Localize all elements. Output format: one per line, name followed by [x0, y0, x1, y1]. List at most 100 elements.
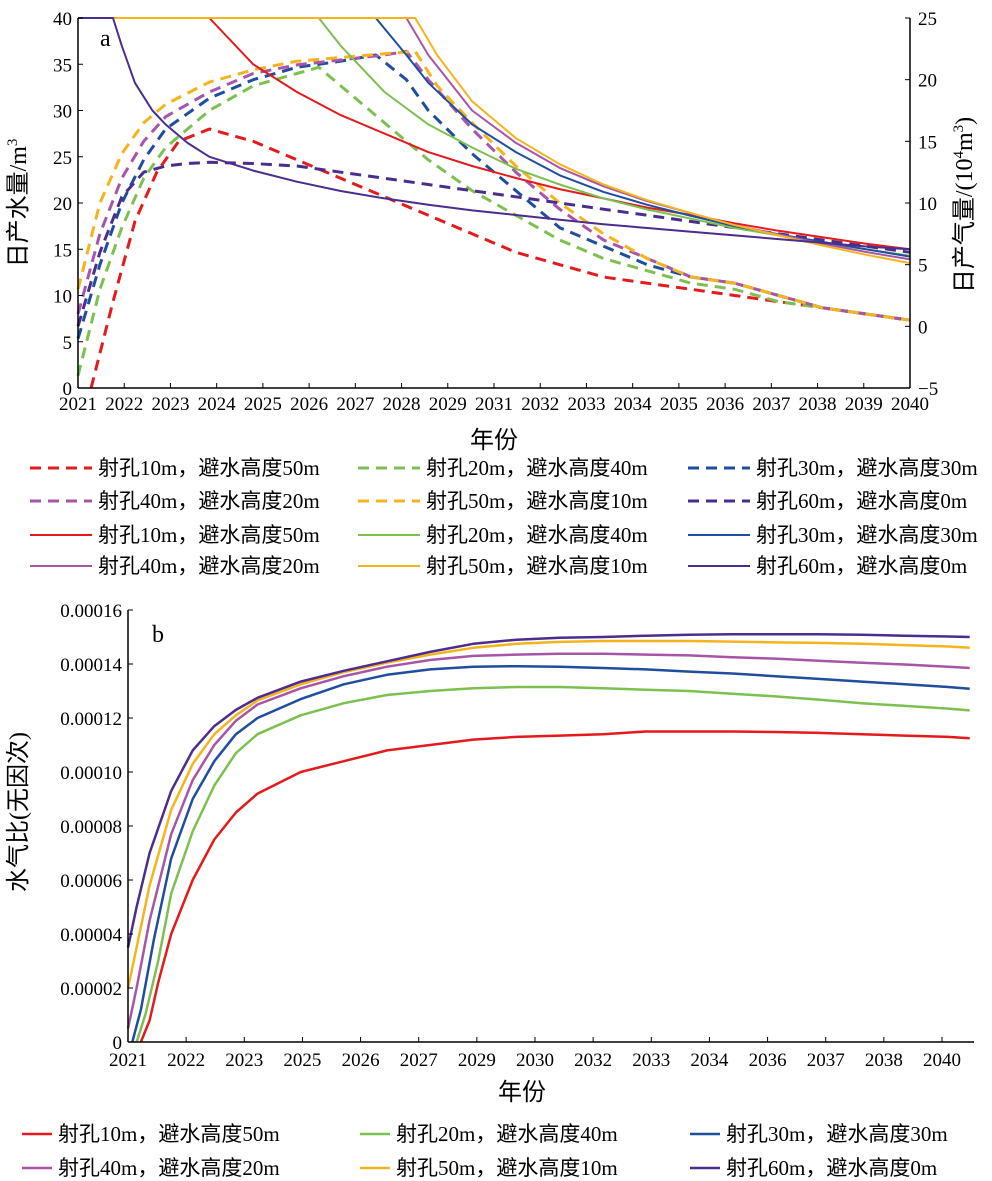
- y-tick-label: 0.00012: [60, 709, 122, 730]
- series-line-1: [139, 730, 970, 1043]
- series-line-dashed-1: [89, 127, 911, 389]
- legend-label: 射孔10m，避水高度50m: [98, 456, 320, 480]
- chart-b-ticks: 2021 2022 2023 2025 2026 2027 2029 2030 2032 2033…: [60, 601, 961, 1071]
- chart-a-y-label-left-text: 日产水量/m: [5, 146, 32, 268]
- y-tick-label: 0.00014: [60, 655, 122, 676]
- x-tick-label: 2027: [336, 394, 374, 415]
- chart-a-y-label-right-end: ): [952, 117, 978, 125]
- x-tick-label: 2026: [342, 1050, 380, 1071]
- series-line-dashed-4: [76, 49, 911, 322]
- y-left-tick-label: 0: [63, 379, 73, 400]
- x-tick-label: 2023: [151, 394, 189, 415]
- legend-label: 射孔40m，避水高度20m: [98, 489, 320, 513]
- chart-b: 2021 2022 2023 2025 2026 2027 2029 2030 2032 2033…: [5, 601, 974, 1180]
- chart-b-plot-area: [126, 633, 970, 1043]
- x-tick-label: 2040: [891, 394, 929, 415]
- y-tick-label: 0.00016: [60, 601, 122, 622]
- chart-b-legend: 射孔10m，避水高度50m 射孔20m，避水高度40m 射孔30m，避水高度30m 射…: [22, 1122, 948, 1180]
- y-tick-label: 0.00004: [60, 925, 122, 946]
- series-line-solid-2: [78, 17, 911, 257]
- y-right-tick-label: 15: [918, 132, 937, 153]
- legend-label: 射孔30m，避水高度30m: [756, 523, 978, 547]
- chart-a-legend: 射孔10m，避水高度50m 射孔20m，避水高度40m 射孔30m，避水高度30m 射…: [30, 456, 978, 578]
- legend-label: 射孔40m，避水高度20m: [98, 554, 320, 578]
- chart-b-panel-label: b: [152, 622, 164, 648]
- legend-label: 射孔60m，避水高度0m: [756, 554, 967, 578]
- legend-label: 射孔50m，避水高度10m: [426, 489, 648, 513]
- x-tick-label: 2030: [516, 1050, 554, 1071]
- x-tick-label: 2022: [167, 1050, 205, 1071]
- x-tick-label: 2026: [290, 394, 328, 415]
- chart-a-y-label-left: 日产水量/m3: [5, 139, 32, 268]
- legend-label: 射孔60m，避水高度0m: [726, 1156, 937, 1180]
- x-tick-label: 2033: [567, 394, 605, 415]
- series-line-dashed-2: [76, 65, 911, 377]
- y-right-tick-label: 20: [918, 71, 937, 92]
- x-tick-label: 2023: [225, 1050, 263, 1071]
- x-tick-label: 2025: [244, 394, 282, 415]
- x-tick-label: 2033: [632, 1050, 670, 1071]
- x-tick-label: 2029: [429, 394, 467, 415]
- x-tick-label: 2039: [845, 394, 883, 415]
- x-tick-label: 2038: [799, 394, 837, 415]
- legend-label: 射孔10m，避水高度50m: [98, 523, 320, 547]
- x-tick-label: 2021: [59, 394, 97, 415]
- series-line-4: [126, 652, 970, 1029]
- y-right-tick-label: −5: [918, 379, 938, 400]
- x-tick-label: 2021: [109, 1050, 147, 1071]
- legend-label: 射孔10m，避水高度50m: [58, 1122, 280, 1146]
- legend-label: 射孔30m，避水高度30m: [726, 1122, 948, 1146]
- x-tick-label: 2035: [660, 394, 698, 415]
- legend-label: 射孔60m，避水高度0m: [756, 489, 967, 513]
- series-line-dashed-5: [76, 49, 911, 322]
- legend-label: 射孔20m，避水高度40m: [426, 456, 648, 480]
- series-line-solid-1: [78, 17, 911, 251]
- y-right-tick-label: 5: [918, 256, 928, 277]
- chart-a-y-label-right-sup2: 3: [951, 125, 967, 133]
- x-tick-label: 2036: [706, 394, 744, 415]
- y-left-tick-label: 35: [53, 55, 72, 76]
- x-tick-label: 2031: [475, 394, 513, 415]
- y-left-tick-label: 15: [53, 240, 72, 261]
- x-tick-label: 2034: [690, 1050, 729, 1071]
- y-right-tick-label: 25: [918, 9, 937, 30]
- legend-label: 射孔30m，避水高度30m: [756, 456, 978, 480]
- series-line-6: [126, 633, 970, 948]
- x-tick-label: 2027: [400, 1050, 438, 1071]
- y-right-tick-label: 10: [918, 194, 937, 215]
- y-tick-label: 0.00008: [60, 817, 122, 838]
- series-line-solid-3: [78, 17, 911, 258]
- y-left-tick-label: 5: [63, 333, 73, 354]
- chart-b-y-label: 水气比(无因次): [5, 732, 32, 892]
- x-tick-label: 2025: [283, 1050, 321, 1071]
- chart-a-x-label: 年份: [470, 427, 518, 454]
- x-tick-label: 2032: [521, 394, 559, 415]
- x-tick-label: 2028: [383, 394, 421, 415]
- series-line-solid-5: [78, 17, 911, 265]
- y-left-tick-label: 25: [53, 148, 72, 169]
- series-line-solid-6: [78, 17, 911, 251]
- chart-a-y-label-right-text: 日产气量/(10: [951, 159, 978, 294]
- x-tick-label: 2034: [614, 394, 653, 415]
- x-tick-label: 2038: [865, 1050, 903, 1071]
- legend-label: 射孔20m，避水高度40m: [396, 1122, 618, 1146]
- chart-a-y-label-right-sup1: 4: [951, 151, 967, 159]
- x-tick-label: 2022: [105, 394, 143, 415]
- y-left-tick-label: 40: [53, 9, 72, 30]
- series-line-5: [126, 639, 970, 989]
- x-tick-label: 2036: [749, 1050, 787, 1071]
- chart-a-plot-area: [76, 17, 911, 389]
- series-line-2: [135, 685, 970, 1043]
- legend-label: 射孔50m，避水高度10m: [426, 554, 648, 578]
- y-left-tick-label: 10: [53, 287, 72, 308]
- y-tick-label: 0: [113, 1033, 123, 1054]
- y-right-tick-label: 0: [918, 317, 928, 338]
- x-tick-label: 2032: [574, 1050, 612, 1071]
- legend-label: 射孔50m，避水高度10m: [396, 1156, 618, 1180]
- chart-a-ticks: 2021 2022 2023 2024 2025 2026 2027 2028 2029 2031…: [53, 9, 938, 415]
- chart-a-y-label-left-sup: 3: [5, 139, 21, 147]
- y-left-tick-label: 30: [53, 102, 72, 123]
- chart-a-y-label-right: 日产气量/(104m3): [951, 117, 978, 293]
- x-tick-label: 2040: [923, 1050, 961, 1071]
